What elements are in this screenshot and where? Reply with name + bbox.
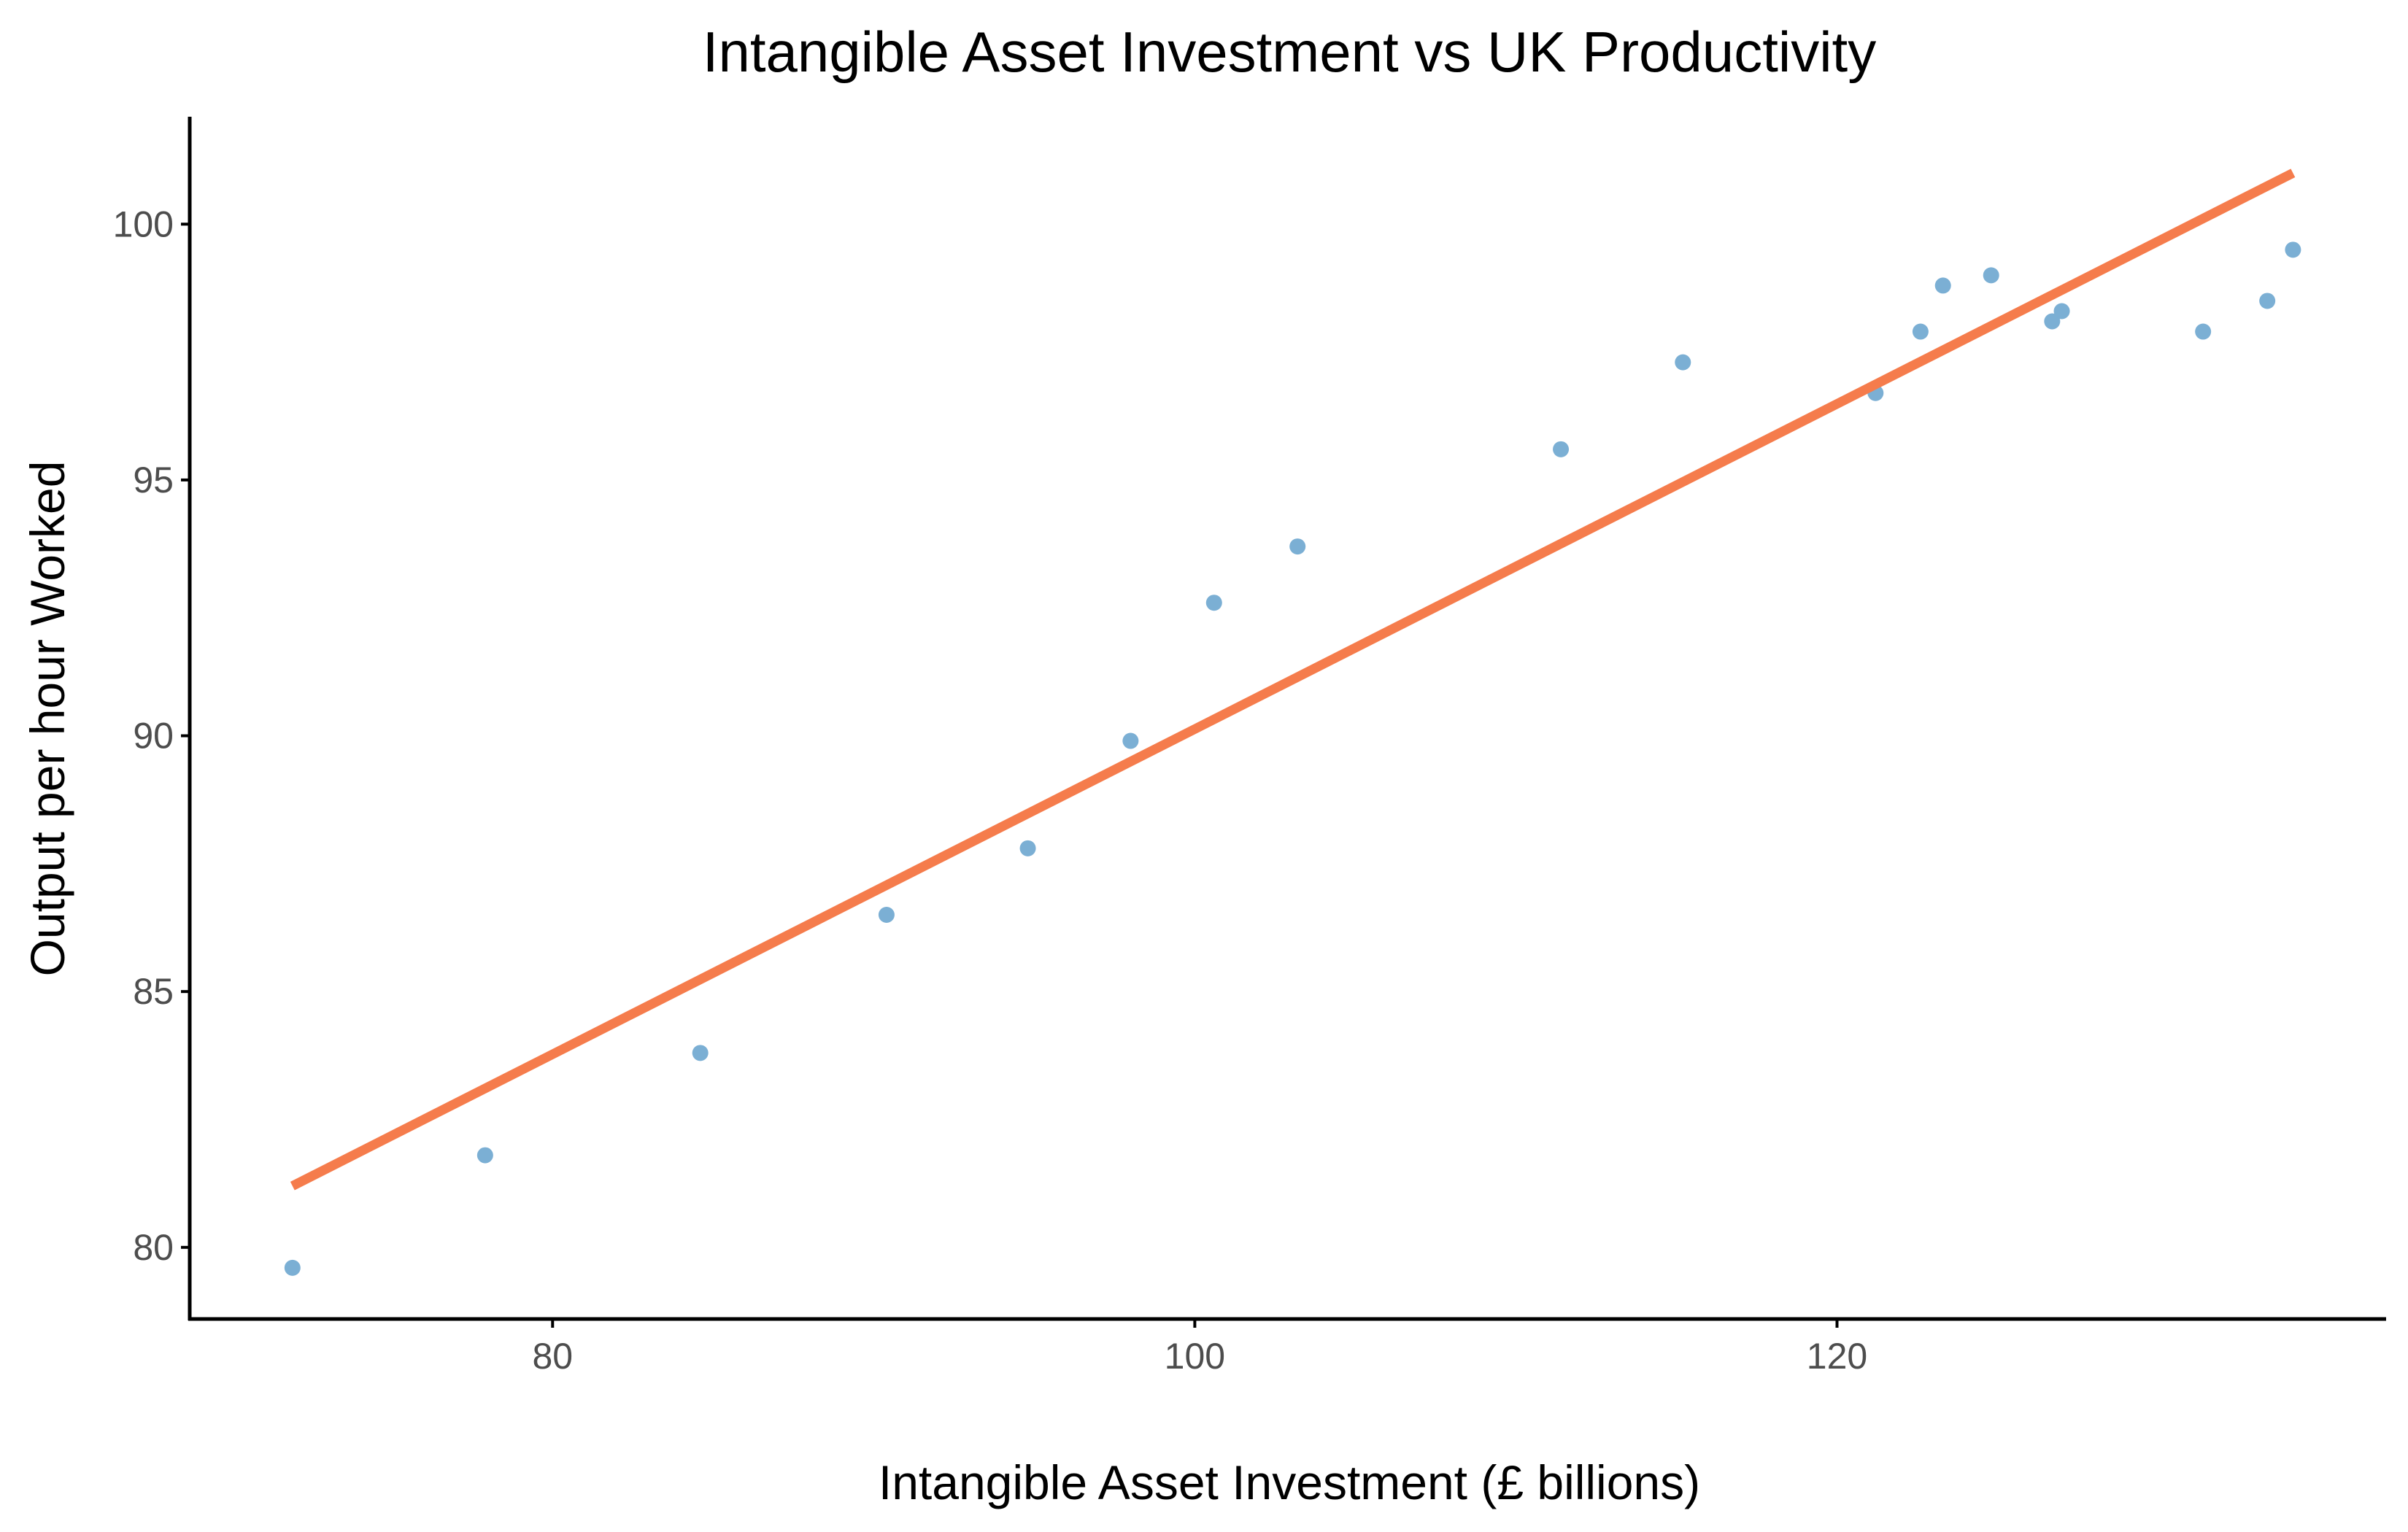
y-axis-title: Output per hour Worked [20,461,74,977]
data-point [1122,732,1139,749]
trend-line [290,169,2296,1191]
data-point [692,1045,709,1061]
x-tick-label: 120 [1807,1336,1867,1377]
y-tick-label: 95 [133,460,174,500]
data-point [2259,293,2276,309]
data-point [1205,595,1222,611]
x-tick-label: 100 [1165,1336,1225,1377]
y-tick-label: 85 [133,971,174,1012]
data-point [1553,441,1570,457]
plot-area [284,169,2301,1276]
data-point [476,1147,493,1164]
data-point [2044,313,2061,330]
data-point [1675,354,1691,371]
y-tick-label: 100 [113,204,174,244]
chart-title: Intangible Asset Investment vs UK Produc… [703,20,1876,84]
data-point [1289,538,1306,555]
y-tick-label: 80 [133,1227,174,1268]
x-axis-title: Intangible Asset Investment (£ billions) [879,1455,1700,1509]
data-point [1019,840,1036,856]
y-axis-ticks: 80 85 90 95 100 [113,204,190,1268]
data-point [1983,267,1999,284]
data-point [2285,241,2301,258]
data-point [1912,323,1929,340]
x-tick-label: 80 [532,1336,573,1377]
y-tick-label: 90 [133,716,174,757]
data-point [2195,323,2212,340]
data-point [878,906,895,923]
x-axis-ticks: 80 100 120 [532,1319,1867,1377]
data-point [1934,277,1951,294]
data-point [2053,303,2070,320]
data-point [284,1259,301,1276]
